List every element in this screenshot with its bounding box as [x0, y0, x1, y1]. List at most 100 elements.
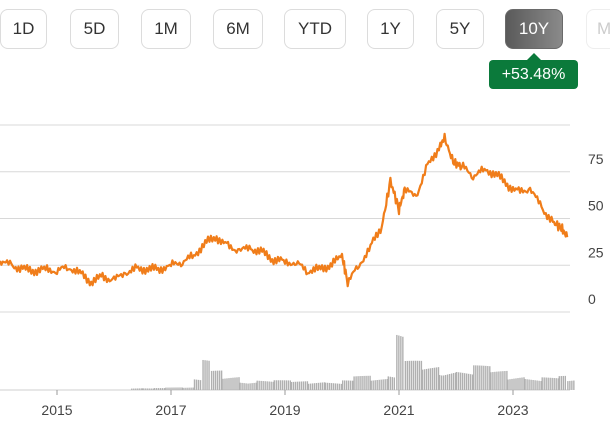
- volume-bar: [466, 373, 468, 390]
- volume-bar: [391, 377, 393, 390]
- range-button-1y[interactable]: 1Y: [367, 9, 414, 49]
- volume-bar: [440, 375, 443, 390]
- volume-bar: [150, 388, 152, 390]
- volume-bar: [137, 388, 139, 390]
- volume-bar: [558, 376, 560, 390]
- range-button-1d[interactable]: 1D: [0, 9, 47, 49]
- volume-bar: [193, 379, 196, 390]
- volume-bar: [272, 381, 274, 390]
- volume-bar: [232, 377, 234, 390]
- volume-bar: [573, 380, 575, 390]
- volume-bar: [338, 383, 341, 390]
- range-button-5d[interactable]: 5D: [70, 9, 119, 49]
- volume-bar: [243, 383, 245, 390]
- volume-bar: [515, 378, 517, 390]
- range-button-1m[interactable]: 1M: [141, 9, 191, 49]
- volume-bar: [241, 382, 243, 390]
- volume-bar: [184, 387, 186, 390]
- volume-bar: [408, 360, 411, 390]
- volume-bar: [179, 387, 181, 390]
- volume-bar: [188, 387, 190, 390]
- volume-bar: [541, 377, 543, 390]
- y-tick-label: 75: [588, 151, 604, 167]
- volume-bar: [159, 388, 162, 390]
- volume-bar: [275, 380, 277, 390]
- volume-bar: [442, 375, 445, 390]
- volume-bar: [157, 388, 160, 390]
- volume-bar: [429, 368, 432, 390]
- volume-bar: [197, 379, 200, 390]
- volume-bar: [513, 378, 515, 390]
- volume-bar: [236, 377, 238, 390]
- volume-bar: [208, 360, 210, 390]
- volume-bar: [212, 370, 215, 390]
- range-button-ytd[interactable]: YTD: [284, 9, 346, 49]
- volume-bar: [400, 336, 402, 390]
- volume-bar: [361, 376, 363, 390]
- volume-bar: [557, 378, 559, 390]
- volume-bar: [266, 381, 268, 390]
- volume-bar: [477, 365, 479, 390]
- volume-bar: [139, 388, 141, 390]
- volume-bar: [289, 380, 291, 390]
- volume-bar: [365, 375, 367, 390]
- range-selector: 1D 5D 1M 6M YTD 1Y 5Y 10Y M: [0, 9, 610, 51]
- volume-bar: [182, 387, 184, 390]
- volume-bar: [416, 360, 419, 390]
- volume-bar: [545, 377, 547, 390]
- volume-bar: [526, 379, 528, 390]
- volume-bar: [357, 376, 359, 390]
- volume-bar: [304, 381, 307, 390]
- volume-bar: [144, 388, 146, 390]
- volume-bar: [355, 376, 357, 390]
- volume-bar: [309, 383, 312, 390]
- range-button-max[interactable]: M: [586, 9, 610, 49]
- y-tick-label: 25: [588, 244, 604, 260]
- volume-bar: [319, 382, 322, 390]
- volume-bar: [186, 387, 188, 390]
- price-line: [0, 132, 569, 288]
- volume-bar: [222, 378, 224, 390]
- volume-bar: [245, 383, 247, 390]
- volume-bar: [473, 365, 475, 390]
- volume-bar: [367, 375, 369, 390]
- volume-bar: [427, 368, 430, 390]
- volume-bar: [204, 360, 206, 390]
- y-tick-label: 50: [588, 198, 604, 214]
- volume-bar: [462, 372, 464, 390]
- range-button-10y[interactable]: 10Y: [505, 9, 563, 49]
- volume-bar: [177, 387, 179, 390]
- volume-bar: [543, 377, 545, 390]
- x-tick-label: 2017: [155, 402, 186, 418]
- volume-bar: [142, 388, 144, 390]
- volume-bar: [485, 365, 487, 390]
- volume-bar: [549, 377, 551, 390]
- volume-bar: [153, 388, 156, 390]
- volume-bar: [359, 376, 361, 390]
- volume-bar: [173, 387, 175, 390]
- volume-bar: [369, 375, 371, 390]
- volume-bar: [302, 381, 305, 390]
- volume-bar: [350, 380, 352, 390]
- volume-bar: [489, 366, 491, 390]
- x-tick-label: 2023: [497, 402, 528, 418]
- volume-bar: [435, 367, 438, 390]
- volume-bar: [433, 367, 436, 390]
- range-button-6m[interactable]: 6M: [213, 9, 263, 49]
- volume-bar: [481, 365, 483, 390]
- volume-bar: [202, 359, 204, 390]
- volume-bar: [564, 375, 566, 390]
- volume-bar: [273, 380, 275, 390]
- volume-bar: [458, 372, 460, 390]
- volume-bar: [206, 360, 208, 390]
- volume-bar: [165, 387, 167, 390]
- volume-bar: [287, 380, 289, 390]
- range-button-5y[interactable]: 5Y: [436, 9, 484, 49]
- volume-bar: [262, 381, 264, 390]
- volume-bar: [560, 376, 562, 390]
- volume-bar: [378, 379, 380, 390]
- volume-bar: [353, 376, 355, 390]
- volume-bar: [171, 387, 173, 390]
- volume-bar: [479, 365, 481, 390]
- volume-bar: [437, 367, 440, 390]
